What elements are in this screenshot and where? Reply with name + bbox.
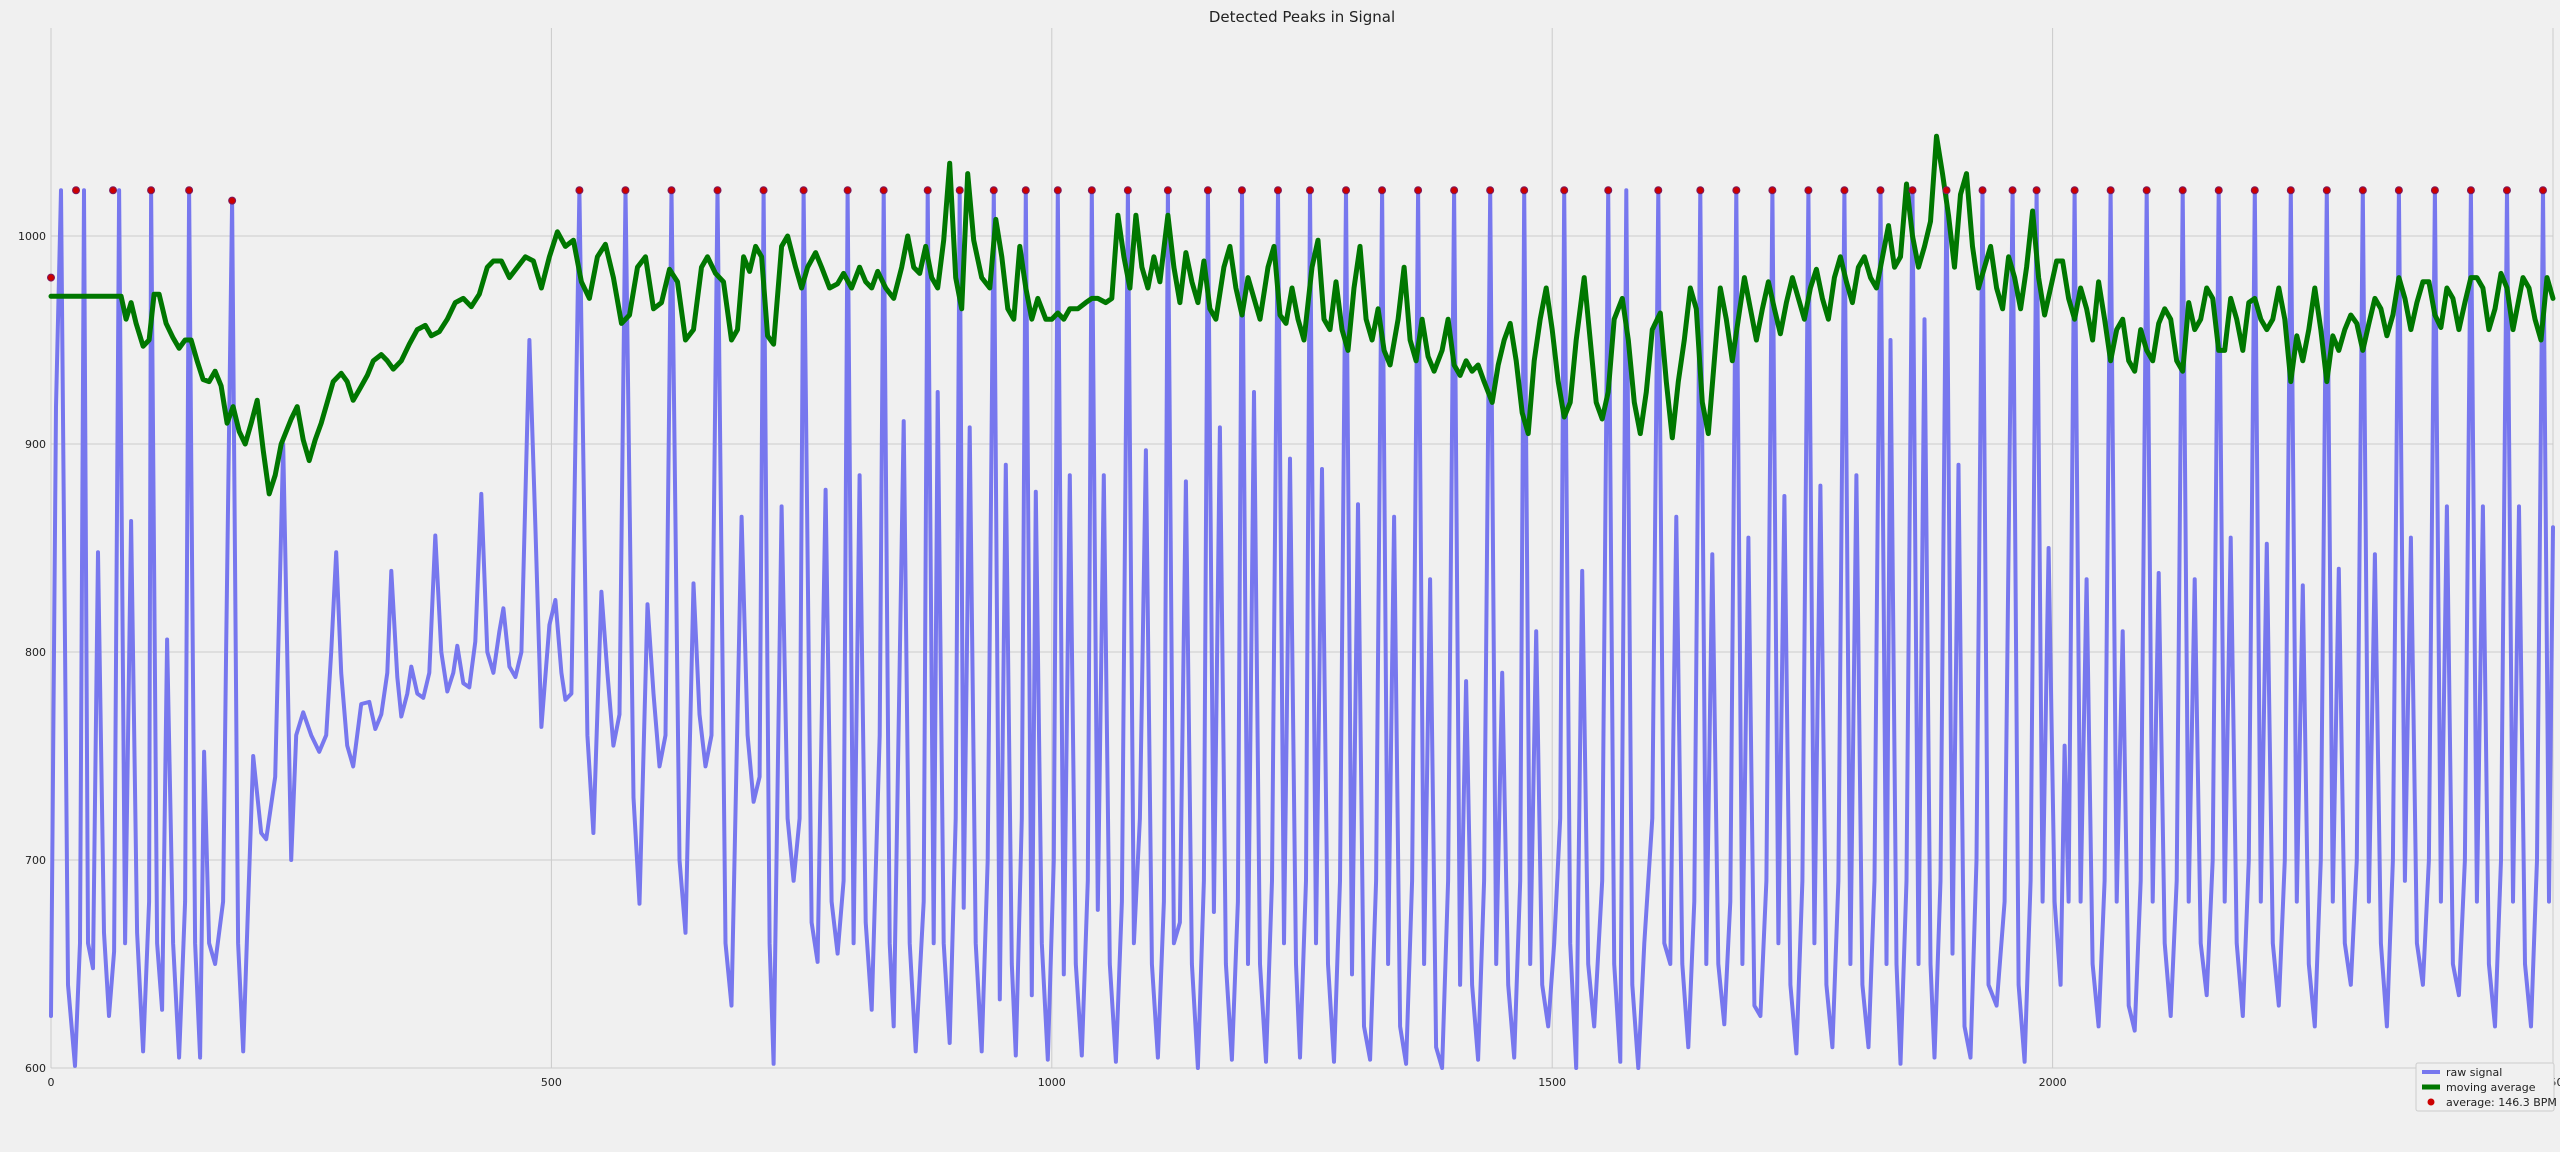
peak-marker [1053, 186, 1062, 195]
peak-marker [1768, 186, 1777, 195]
peak-marker [2430, 186, 2439, 195]
peak-marker [1414, 186, 1423, 195]
peak-marker [1237, 186, 1246, 195]
peak-marker [1560, 186, 1569, 195]
peak-marker [1604, 186, 1613, 195]
peak-marker [47, 273, 55, 282]
peak-marker [1876, 186, 1885, 195]
peak-marker [2322, 186, 2331, 195]
peak-marker [1021, 186, 1030, 195]
peak-marker [621, 186, 630, 195]
peak-marker [228, 196, 237, 205]
peak-marker [989, 186, 998, 195]
y-axis-ticks: 600 700 800 900 1000 [18, 230, 46, 1075]
y-tick-label: 1000 [18, 230, 46, 243]
moving-average-line [48, 133, 2556, 497]
peak-marker [2214, 186, 2223, 195]
x-tick-label: 1000 [1038, 1076, 1066, 1089]
peak-marker [2502, 186, 2511, 195]
peak-marker [1804, 186, 1813, 195]
y-tick-label: 600 [25, 1062, 46, 1075]
legend-label: moving average [2446, 1081, 2536, 1094]
x-tick-label: 0 [48, 1076, 55, 1089]
y-tick-label: 800 [25, 646, 46, 659]
peak-marker [1942, 186, 1951, 195]
chart-title: Detected Peaks in Signal [1209, 8, 1395, 26]
peak-marker [879, 186, 888, 195]
peak-marker [1732, 186, 1741, 195]
peak-marker [1378, 186, 1387, 195]
plot-area [47, 133, 2556, 1070]
y-tick-label: 900 [25, 438, 46, 451]
peak-marker [843, 186, 852, 195]
peak-marker [72, 186, 81, 195]
raw-signal-line [49, 188, 2555, 1070]
peak-marker [1123, 186, 1132, 195]
peak-marker [2538, 186, 2547, 195]
peak-marker [1203, 186, 1212, 195]
legend-label: average: 146.3 BPM [2446, 1096, 2557, 1109]
peak-marker [185, 186, 194, 195]
peak-marker [1696, 186, 1705, 195]
peak-marker [2358, 186, 2367, 195]
peak-marker [759, 186, 768, 195]
legend-label: raw signal [2446, 1066, 2502, 1079]
peak-marker [1486, 186, 1495, 195]
peak-marker [1654, 186, 1663, 195]
peak-marker [923, 186, 932, 195]
peak-marker [1163, 186, 1172, 195]
y-tick-label: 700 [25, 854, 46, 867]
peak-marker [1087, 186, 1096, 195]
x-tick-label: 2000 [2039, 1076, 2067, 1089]
peak-marker [1273, 186, 1282, 195]
peak-marker [1908, 186, 1917, 195]
x-tick-label: 1500 [1538, 1076, 1566, 1089]
peak-marker [2394, 186, 2403, 195]
peak-marker [2008, 186, 2017, 195]
peak-marker [109, 186, 118, 195]
peak-marker [2142, 186, 2151, 195]
peak-marker [2178, 186, 2187, 195]
peak-marker [2250, 186, 2259, 195]
peak-marker [1520, 186, 1529, 195]
peak-marker [2286, 186, 2295, 195]
peak-marker [2466, 186, 2475, 195]
peak-marker [1450, 186, 1459, 195]
peak-marker [2106, 186, 2115, 195]
peak-marker [1306, 186, 1315, 195]
legend-swatch [2427, 1098, 2435, 1106]
peak-marker [2032, 186, 2041, 195]
legend: raw signal moving average average: 146.3 B… [2415, 1062, 2557, 1112]
peak-marker [2070, 186, 2079, 195]
grid-lines [50, 28, 2554, 1069]
x-tick-label: 500 [541, 1076, 562, 1089]
peak-marker [799, 186, 808, 195]
peak-marker [1342, 186, 1351, 195]
peak-marker [575, 186, 584, 195]
peak-marker [1978, 186, 1987, 195]
peak-marker [713, 186, 722, 195]
peak-marker [1840, 186, 1849, 195]
legend-box [2415, 1062, 2555, 1112]
peak-marker [955, 186, 964, 195]
peak-marker [667, 186, 676, 195]
peak-marker [147, 186, 156, 195]
